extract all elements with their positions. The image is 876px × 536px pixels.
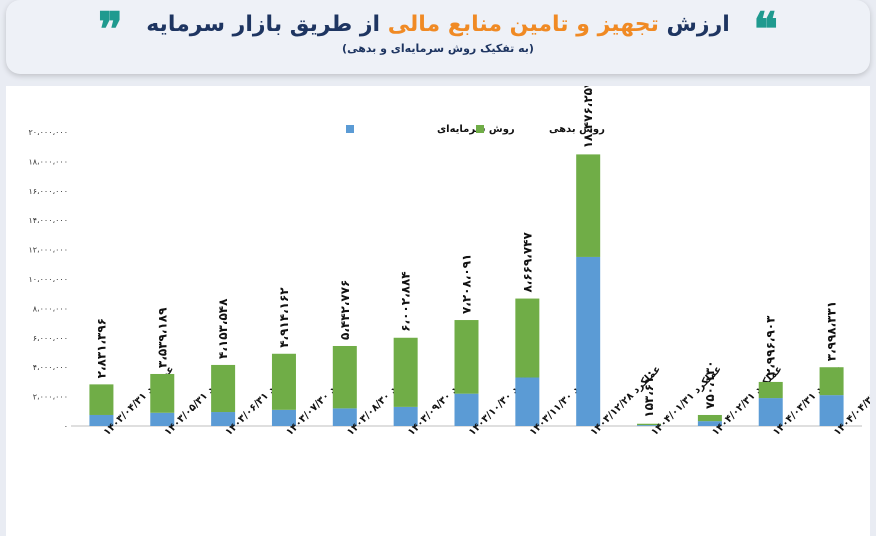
bar-equity bbox=[211, 412, 236, 426]
y-tick-label: ۶،۰۰۰،۰۰۰ bbox=[33, 334, 68, 343]
bar-debt bbox=[637, 423, 662, 426]
bar-debt bbox=[454, 320, 479, 394]
bar-debt bbox=[271, 353, 296, 410]
y-tick-label: ۱۰،۰۰۰،۰۰۰ bbox=[28, 275, 68, 284]
bar-equity bbox=[393, 406, 418, 426]
title-part-2: از طریق بازار سرمایه bbox=[146, 12, 381, 37]
bar-equity bbox=[454, 393, 479, 426]
bar-debt bbox=[819, 367, 844, 396]
bar-debt bbox=[515, 298, 540, 378]
bar-debt bbox=[393, 337, 418, 407]
bar-equity bbox=[819, 395, 844, 426]
y-tick-label: ۱۸،۰۰۰،۰۰۰ bbox=[28, 157, 68, 166]
page-title: ارزش تجهیز و تامین منابع مالی از طریق با… bbox=[6, 12, 870, 37]
y-tick-label: ۴،۰۰۰،۰۰۰ bbox=[33, 363, 68, 372]
y-tick-label: ۲،۰۰۰،۰۰۰ bbox=[33, 393, 68, 402]
bar-debt bbox=[211, 364, 236, 413]
bar-debt bbox=[332, 345, 357, 409]
bar-equity bbox=[515, 377, 540, 426]
bar-total-label: ۳،۹۹۸،۳۳۱ bbox=[825, 301, 839, 361]
quote-close-icon: ❝ bbox=[753, 2, 778, 56]
y-tick-label: ۱۶،۰۰۰،۰۰۰ bbox=[28, 187, 68, 196]
bar-equity bbox=[332, 408, 357, 426]
bar-equity bbox=[697, 421, 722, 426]
title-accent: تجهیز و تامین منابع مالی bbox=[387, 12, 659, 37]
y-tick-label: ۱۲،۰۰۰،۰۰۰ bbox=[28, 246, 68, 255]
bar-debt bbox=[758, 381, 783, 399]
header-panel: ❞ ارزش تجهیز و تامین منابع مالی از طریق … bbox=[6, 0, 870, 74]
bar-total-label: ۱۵۳،۶۱۰ bbox=[642, 369, 656, 418]
bar-equity bbox=[758, 398, 783, 426]
bar-total-label: ۷،۲۰۸،۰۹۱ bbox=[460, 254, 474, 314]
y-tick-label: ۲۰،۰۰۰،۰۰۰ bbox=[28, 128, 68, 137]
bar-debt bbox=[150, 373, 175, 413]
y-tick-label: ۱۴،۰۰۰،۰۰۰ bbox=[28, 216, 68, 225]
bar-total-label: ۷۵۰،۱۳۰ bbox=[703, 360, 717, 409]
bar-total-label: ۲،۸۳۱،۳۹۶ bbox=[94, 318, 108, 378]
legend-debt-label: روش بدهی bbox=[549, 124, 605, 135]
quote-open-icon: ❞ bbox=[98, 2, 123, 56]
bar-total-label: ۴،۹۱۴،۱۶۲ bbox=[277, 287, 291, 348]
bar-total-label: ۱۸،۴۷۶،۲۵۷ bbox=[581, 86, 595, 148]
bar-equity bbox=[637, 425, 662, 426]
y-tick-label: ۸،۰۰۰،۰۰۰ bbox=[33, 304, 68, 313]
chart-panel: ۰ ۲،۰۰۰،۰۰۰ ۴،۰۰۰،۰۰۰ ۶،۰۰۰،۰۰۰ ۸،۰۰۰،۰۰۰ ۱۰،… bbox=[6, 86, 870, 536]
title-part-1: ارزش bbox=[666, 12, 730, 37]
bar-total-label: ۲،۹۹۶،۹۰۳ bbox=[764, 315, 778, 376]
legend-equity-label: روش سرمایه‌ای bbox=[437, 124, 515, 135]
bar-total-label: ۳،۵۳۹،۱۸۹ bbox=[155, 307, 169, 368]
bar-equity bbox=[150, 412, 175, 426]
bar-debt bbox=[89, 384, 114, 415]
bar-equity bbox=[576, 256, 601, 426]
bar-debt bbox=[576, 154, 601, 257]
stacked-bar-chart: ۰ ۲،۰۰۰،۰۰۰ ۴،۰۰۰،۰۰۰ ۶،۰۰۰،۰۰۰ ۸،۰۰۰،۰۰۰ ۱۰،… bbox=[28, 86, 870, 438]
bar-debt bbox=[697, 414, 722, 422]
page-subtitle: (به تفکیک روش سرمایه‌ای و بدهی) bbox=[342, 42, 534, 55]
bar-equity bbox=[271, 409, 296, 426]
bar-equity bbox=[89, 414, 114, 426]
bar-total-label: ۵،۴۴۲،۷۷۶ bbox=[338, 280, 352, 340]
bar-total-label: ۴،۱۵۳،۵۴۸ bbox=[216, 298, 230, 359]
legend-debt-swatch bbox=[476, 125, 484, 133]
y-tick-label: ۰ bbox=[64, 422, 68, 431]
legend-equity-swatch bbox=[346, 125, 354, 133]
bar-total-label: ۶،۰۰۲،۸۸۴ bbox=[399, 271, 413, 331]
bar-total-label: ۸،۶۶۹،۷۴۷ bbox=[520, 231, 534, 292]
